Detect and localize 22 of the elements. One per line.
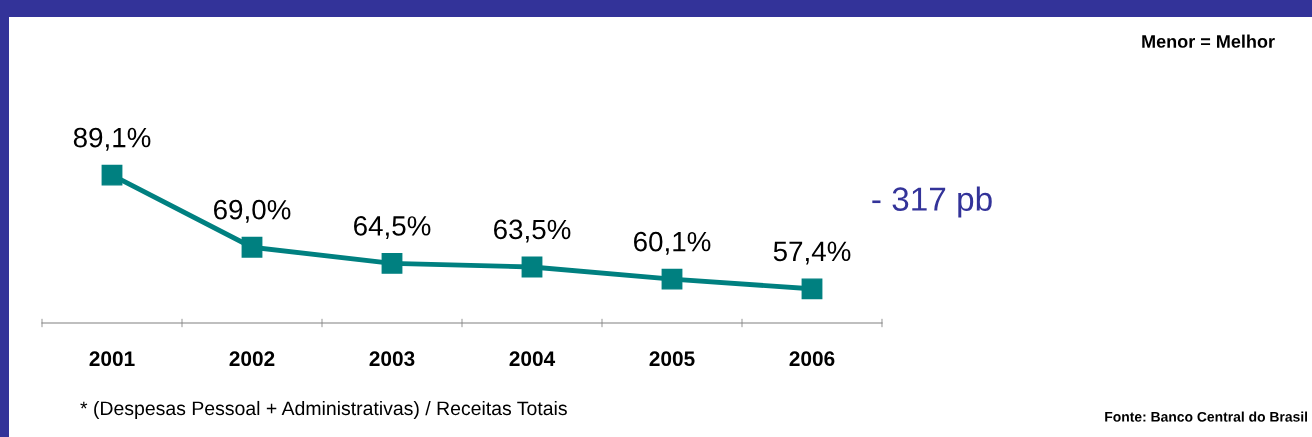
data-label: 63,5% bbox=[494, 219, 571, 243]
point bbox=[661, 268, 683, 290]
point bbox=[241, 236, 263, 258]
x-tick-label: 2003 bbox=[369, 351, 415, 367]
annotation: - 317 pb bbox=[872, 186, 992, 218]
point bbox=[521, 256, 543, 278]
point bbox=[801, 278, 823, 300]
data-label: 89,1% bbox=[73, 127, 151, 151]
data-label: 57,4% bbox=[773, 241, 851, 265]
data-label: 69,0% bbox=[214, 199, 291, 223]
x-tick-label: 2006 bbox=[789, 351, 835, 367]
x-tick-label: 2005 bbox=[649, 351, 695, 367]
x-tick-label: 2001 bbox=[89, 351, 135, 367]
data-label: 60,1% bbox=[634, 231, 711, 255]
x-tick-label: 2002 bbox=[229, 351, 275, 367]
point bbox=[101, 164, 123, 186]
data-label: 64,5% bbox=[354, 216, 431, 239]
text: Menor = Melhor bbox=[1142, 34, 1275, 48]
source-note: Fonte: Banco Central do Brasil bbox=[1105, 411, 1308, 422]
text: * (Despesas Pessoal + Administrativas) / Receitas Totais bbox=[80, 400, 567, 420]
point bbox=[381, 252, 403, 274]
x-tick-label: 2004 bbox=[509, 351, 556, 367]
